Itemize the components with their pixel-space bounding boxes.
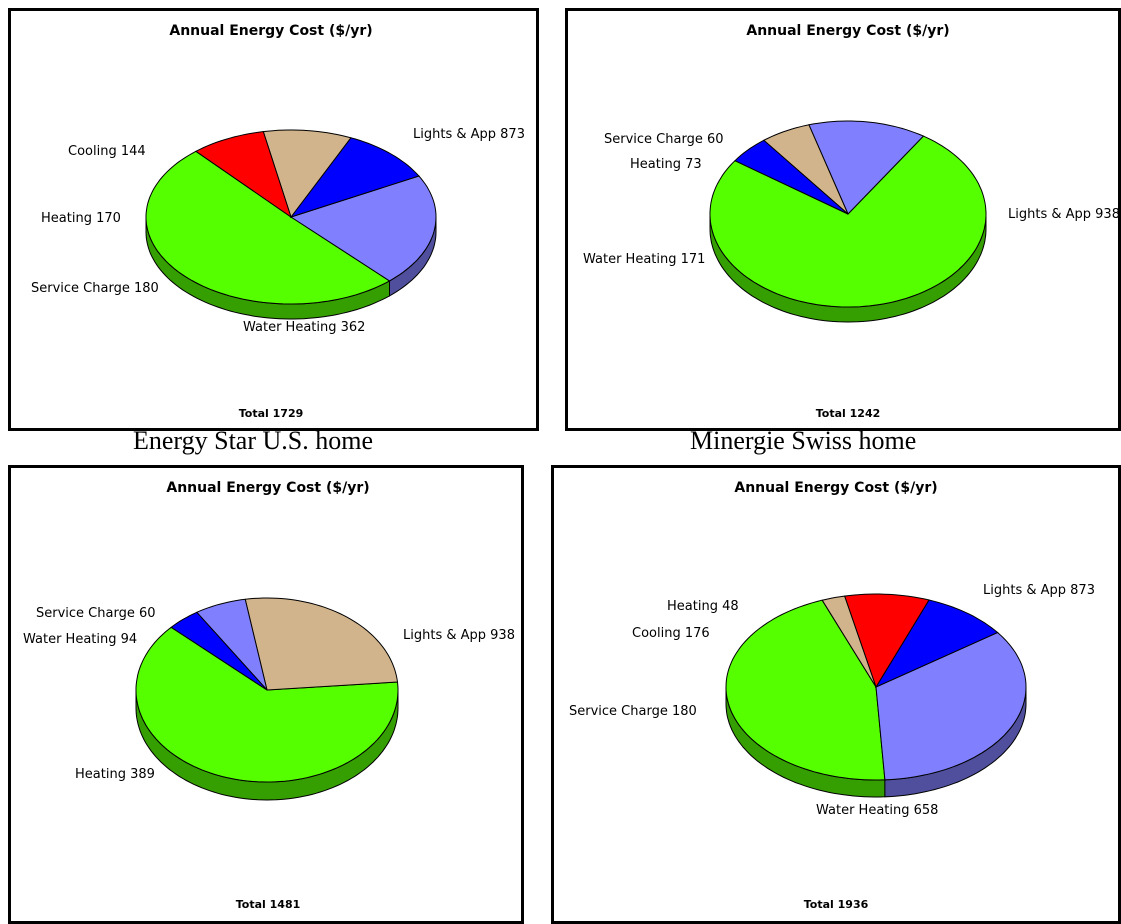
pie-slice-lights-and-app bbox=[135, 626, 399, 783]
chart-panel-2: Annual Energy Cost ($/yr) Total 1242 Light… bbox=[565, 8, 1121, 431]
chart-total: Total 1729 bbox=[239, 407, 304, 420]
pie-slice-heating bbox=[262, 129, 352, 219]
caption-energy-star: Energy Star U.S. home bbox=[133, 426, 373, 455]
chart-total: Total 1481 bbox=[236, 898, 301, 911]
pie-slices bbox=[709, 120, 987, 308]
pie-slice-service-charge bbox=[170, 611, 268, 691]
pie-slice-water-heating bbox=[808, 120, 925, 215]
chart-title: Annual Energy Cost ($/yr) bbox=[734, 480, 937, 496]
pie-chart-2: Annual Energy Cost ($/yr) Total 1242 Light… bbox=[583, 23, 1118, 420]
chart-title: Annual Energy Cost ($/yr) bbox=[169, 23, 372, 39]
pie-slices bbox=[145, 129, 437, 305]
slice-label-water-heating: Water Heating 171 bbox=[583, 252, 705, 267]
pie-chart-4: Annual Energy Cost ($/yr) Total 1936 Light… bbox=[569, 480, 1095, 911]
pie-slice-cooling bbox=[194, 131, 292, 219]
slice-label-service-charge: Service Charge 60 bbox=[604, 132, 724, 147]
pie-slice-lights-and-app bbox=[145, 150, 391, 305]
chart-total: Total 1242 bbox=[816, 407, 881, 420]
pie-slice-heating bbox=[762, 124, 849, 215]
pie-slice-water-heating bbox=[195, 598, 268, 691]
pie-slice-lights-and-app bbox=[709, 135, 987, 308]
chart-title: Annual Energy Cost ($/yr) bbox=[746, 23, 949, 39]
chart-panel-1: Annual Energy Cost ($/yr) Total 1729 Light… bbox=[8, 8, 539, 431]
pie-slice-water-heating bbox=[289, 175, 437, 282]
slice-label-heating: Heating 48 bbox=[667, 599, 739, 614]
slice-label-heating: Heating 170 bbox=[41, 211, 121, 226]
slice-label-lights-and-app: Lights & App 873 bbox=[413, 127, 525, 142]
pie-slice-service-charge bbox=[289, 137, 420, 218]
slice-label-water-heating: Water Heating 658 bbox=[816, 803, 938, 818]
slice-label-water-heating: Water Heating 94 bbox=[23, 632, 137, 647]
slice-label-service-charge: Service Charge 60 bbox=[36, 606, 156, 621]
pie-slice-heating bbox=[244, 597, 399, 691]
slice-label-service-charge: Service Charge 180 bbox=[31, 281, 159, 296]
slice-label-water-heating: Water Heating 362 bbox=[243, 320, 365, 335]
slice-label-heating: Heating 73 bbox=[630, 157, 702, 172]
pie-chart-3: Annual Energy Cost ($/yr) Total 1481 Light… bbox=[23, 480, 515, 911]
slice-label-service-charge: Service Charge 180 bbox=[569, 704, 697, 719]
pie-slice-lights-and-app bbox=[725, 599, 886, 781]
slice-label-cooling: Cooling 144 bbox=[68, 144, 146, 159]
pie-chart-1: Annual Energy Cost ($/yr) Total 1729 Light… bbox=[31, 23, 525, 420]
chart-title: Annual Energy Cost ($/yr) bbox=[166, 480, 369, 496]
slice-label-heating: Heating 389 bbox=[75, 767, 155, 782]
chart-panel-3: Annual Energy Cost ($/yr) Total 1481 Light… bbox=[8, 465, 524, 924]
chart-panel-4: Annual Energy Cost ($/yr) Total 1936 Light… bbox=[551, 465, 1121, 924]
pie-slice-water-heating bbox=[875, 631, 1027, 781]
pie-slice-service-charge bbox=[874, 599, 999, 689]
chart-total: Total 1936 bbox=[804, 898, 869, 911]
caption-minergie: Minergie Swiss home bbox=[690, 426, 917, 455]
pie-slice-cooling bbox=[843, 593, 930, 689]
pie-slice-heating bbox=[821, 595, 877, 688]
pie-slices bbox=[135, 597, 399, 783]
slice-label-lights-and-app: Lights & App 938 bbox=[403, 628, 515, 643]
pie-slice-service-charge bbox=[734, 139, 849, 215]
slice-label-cooling: Cooling 176 bbox=[632, 626, 710, 641]
slice-label-lights-and-app: Lights & App 938 bbox=[1008, 207, 1118, 222]
pie-slices bbox=[725, 593, 1027, 781]
slice-label-lights-and-app: Lights & App 873 bbox=[983, 583, 1095, 598]
